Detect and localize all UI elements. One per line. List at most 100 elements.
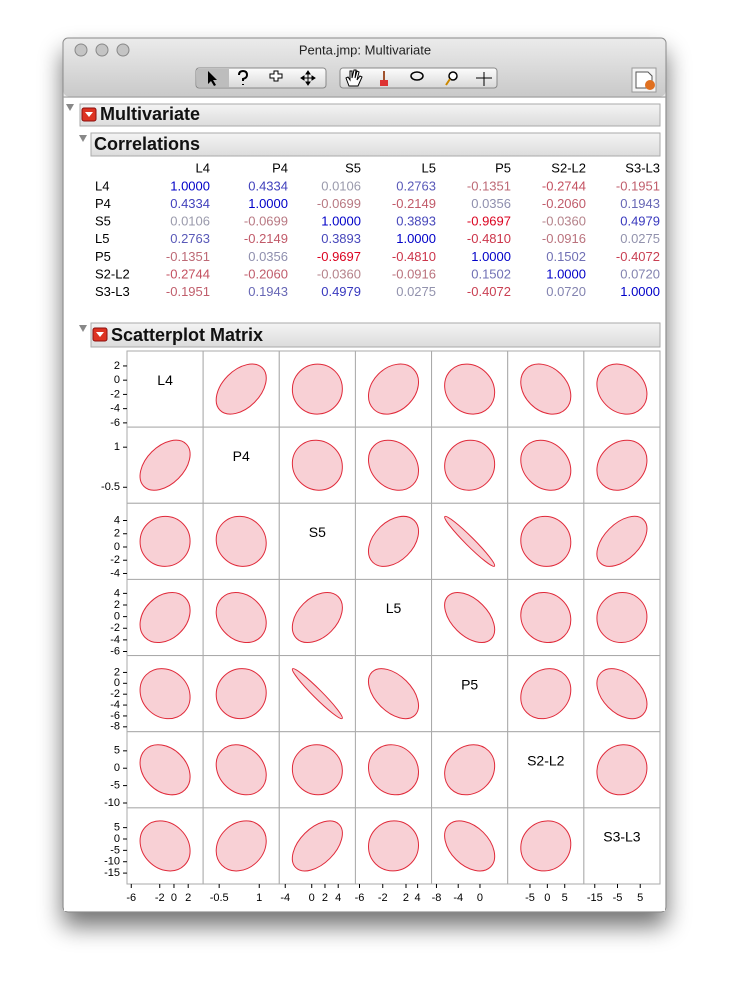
- arrow-icon: [208, 71, 217, 86]
- density-ellipse: [444, 515, 496, 567]
- correlation-value: 1.0000: [170, 178, 210, 193]
- density-ellipse: [596, 515, 648, 567]
- correlation-value: 0.4334: [248, 178, 288, 193]
- row-label: S3-L3: [95, 284, 130, 299]
- outline-header: [90, 322, 661, 348]
- x-tick-label: -0.5: [210, 892, 229, 904]
- correlation-value: 1.0000: [546, 266, 586, 281]
- correlation-value: 0.4979: [620, 214, 660, 229]
- y-tick-label: -2: [110, 388, 120, 400]
- journal-badge: [645, 80, 655, 90]
- x-tick-label: -6: [126, 892, 136, 904]
- correlation-value: 0.3893: [321, 231, 361, 246]
- x-tick-label: 2: [403, 892, 409, 904]
- correlation-value: 0.4334: [170, 196, 210, 211]
- magnifier-tool[interactable]: [448, 71, 458, 81]
- x-tick-label: -2: [378, 892, 388, 904]
- x-tick-label: 0: [544, 892, 550, 904]
- variable-label: S2-L2: [527, 752, 565, 768]
- x-tick-label: 2: [322, 892, 328, 904]
- y-tick-label: 1: [114, 441, 120, 453]
- correlation-value: 0.2763: [396, 178, 436, 193]
- y-tick-label: 4: [114, 587, 120, 599]
- density-ellipse: [368, 363, 420, 415]
- density-ellipse: [291, 439, 343, 491]
- grabber-tool[interactable]: [345, 69, 363, 87]
- x-tick-label: 0: [171, 892, 177, 904]
- y-tick-label: -0.5: [101, 481, 120, 493]
- correlation-value: 0.0720: [620, 266, 660, 281]
- y-tick-label: -10: [104, 797, 120, 809]
- help-tool[interactable]: [238, 69, 249, 85]
- density-ellipse: [215, 668, 267, 720]
- correlation-value: -0.1351: [166, 249, 210, 264]
- variable-label: S3-L3: [603, 829, 641, 845]
- minimize-button[interactable]: [95, 43, 109, 57]
- zoom-button[interactable]: [116, 43, 130, 57]
- disclosure-triangle[interactable]: [66, 104, 74, 111]
- y-tick-label: -5: [110, 844, 120, 856]
- column-header: L4: [196, 160, 210, 175]
- correlation-value: 0.3893: [396, 214, 436, 229]
- column-header: S2-L2: [551, 160, 586, 175]
- section-title: Multivariate: [100, 104, 200, 124]
- variable-label: S5: [309, 524, 326, 540]
- correlation-value: -0.0699: [244, 214, 288, 229]
- density-ellipse: [215, 820, 267, 872]
- plot-cell: [431, 655, 509, 733]
- disclosure-triangle[interactable]: [79, 325, 87, 332]
- disclosure-triangle[interactable]: [79, 135, 87, 142]
- y-tick-label: 0: [114, 762, 120, 774]
- density-ellipse: [291, 820, 343, 872]
- correlation-value: 0.0275: [396, 284, 436, 299]
- move-tool[interactable]: [300, 70, 316, 86]
- correlation-value: -0.9697: [467, 214, 511, 229]
- correlation-value: -0.2060: [244, 266, 288, 281]
- correlation-value: -0.0916: [542, 231, 586, 246]
- density-ellipse: [139, 744, 191, 796]
- x-tick-label: -4: [453, 892, 463, 904]
- correlation-value: -0.0699: [317, 196, 361, 211]
- density-ellipse: [444, 744, 496, 796]
- x-tick-label: 0: [477, 892, 483, 904]
- row-label: L4: [95, 178, 109, 193]
- density-ellipse: [520, 668, 572, 720]
- density-ellipse: [596, 363, 648, 415]
- row-label: S2-L2: [95, 266, 130, 281]
- x-tick-label: -8: [432, 892, 442, 904]
- y-tick-label: 0: [114, 541, 120, 553]
- correlation-value: -0.0916: [392, 266, 436, 281]
- correlation-value: 0.1943: [248, 284, 288, 299]
- correlation-value: 0.0106: [321, 178, 361, 193]
- x-tick-label: -15: [587, 892, 603, 904]
- column-header: L5: [422, 160, 436, 175]
- density-ellipse: [368, 515, 420, 567]
- crosshair-tool[interactable]: [269, 70, 283, 82]
- annotate-tool[interactable]: [476, 72, 492, 86]
- correlation-value: 0.1502: [546, 249, 586, 264]
- density-ellipse: [368, 668, 420, 720]
- density-ellipse: [596, 439, 648, 491]
- x-tick-label: -4: [280, 892, 290, 904]
- row-label: P5: [95, 249, 111, 264]
- close-button[interactable]: [74, 43, 88, 57]
- correlation-value: -0.2060: [542, 196, 586, 211]
- y-tick-label: 2: [114, 528, 120, 540]
- density-ellipse: [520, 515, 572, 567]
- row-label: S5: [95, 214, 111, 229]
- density-ellipse: [215, 591, 267, 643]
- density-ellipse: [367, 439, 419, 491]
- density-ellipse: [139, 668, 191, 720]
- density-ellipse: [291, 744, 343, 796]
- x-tick-label: 5: [637, 892, 643, 904]
- brush-icon: [380, 80, 388, 86]
- x-tick-label: -2: [155, 892, 165, 904]
- correlation-value: 1.0000: [471, 249, 511, 264]
- lasso-tool[interactable]: [410, 71, 424, 81]
- correlation-value: 0.0720: [546, 284, 586, 299]
- plot-cell: [507, 350, 585, 428]
- correlation-value: 0.4979: [321, 284, 361, 299]
- density-ellipse: [291, 668, 343, 720]
